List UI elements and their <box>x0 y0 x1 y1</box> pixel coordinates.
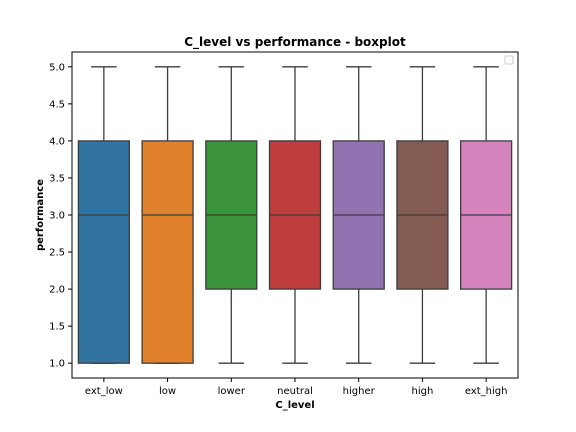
y-tick-label: 4.0 <box>49 136 65 147</box>
box-high <box>396 66 449 364</box>
chart-title: C_level vs performance - boxplot <box>184 35 406 50</box>
box-neutral <box>268 66 322 364</box>
iqr-box <box>141 140 194 364</box>
y-tick-label: 1.0 <box>49 359 65 370</box>
x-tick-label-lower: lower <box>218 386 246 397</box>
box-low <box>141 66 194 364</box>
x-axis: ext_low low lower neutral higher high ext_high <box>85 378 508 397</box>
y-tick-label: 3.5 <box>49 173 65 184</box>
legend-box <box>504 55 514 65</box>
y-tick-label: 3.0 <box>49 211 65 222</box>
x-tick-label-ext_high: ext_high <box>465 386 508 397</box>
x-tick-label-high: high <box>412 386 434 397</box>
box-ext_high <box>460 66 513 364</box>
y-tick-label: 5.0 <box>49 62 65 73</box>
boxes <box>77 66 513 364</box>
box-ext_low <box>77 66 130 364</box>
box-higher <box>332 66 385 364</box>
x-tick-label-higher: higher <box>343 386 376 397</box>
y-axis-label: performance <box>35 179 46 251</box>
y-tick-label: 2.0 <box>49 285 65 296</box>
y-tick-label: 2.5 <box>49 248 65 259</box>
y-axis: 1.0 1.5 2.0 2.5 3.0 3.5 4.0 4.5 5.0 <box>49 62 72 370</box>
x-axis-label: C_level <box>275 400 314 411</box>
y-tick-label: 4.5 <box>49 99 65 110</box>
x-tick-label-neutral: neutral <box>277 386 313 397</box>
x-tick-label-low: low <box>159 386 176 397</box>
y-tick-label: 1.5 <box>49 322 65 333</box>
x-tick-label-ext_low: ext_low <box>85 386 123 397</box>
iqr-box <box>77 140 130 364</box>
box-lower <box>205 66 258 364</box>
